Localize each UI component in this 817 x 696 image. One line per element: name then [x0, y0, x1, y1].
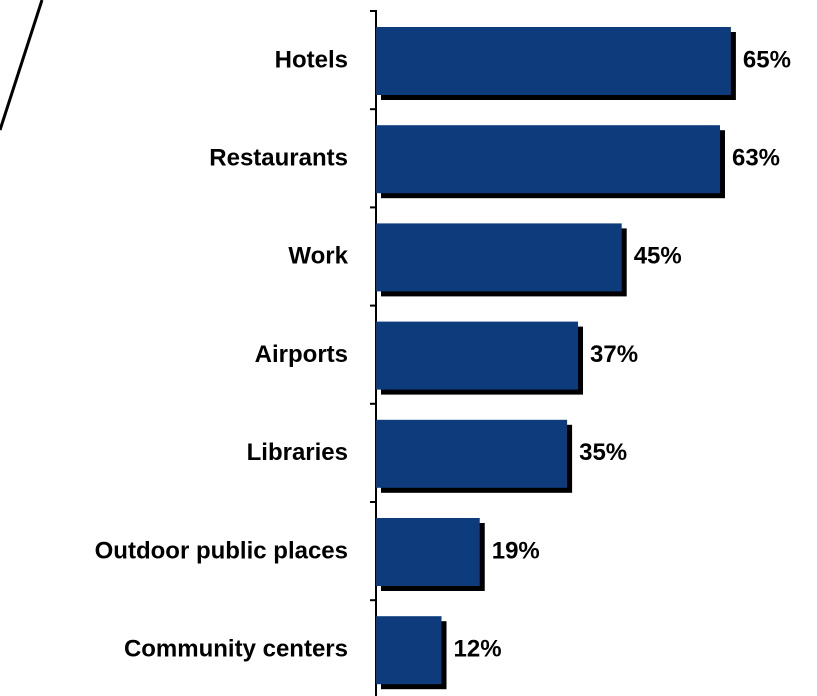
- value-label: 45%: [634, 243, 682, 270]
- bar: [376, 27, 731, 95]
- bar: [376, 125, 720, 194]
- y-tick-label: Airports: [255, 341, 348, 368]
- bar: [376, 321, 579, 390]
- value-label: 65%: [743, 46, 791, 73]
- y-tick-label: Hotels: [275, 46, 348, 73]
- bar: [376, 518, 480, 586]
- value-label: 19%: [492, 537, 540, 564]
- y-tick-label: Libraries: [247, 439, 348, 466]
- y-tick-label: Work: [288, 243, 348, 270]
- value-label: 12%: [454, 636, 502, 663]
- value-label: 35%: [579, 439, 627, 466]
- bar: [376, 616, 442, 685]
- y-tick-label: Outdoor public places: [95, 537, 348, 564]
- value-label: 63%: [732, 145, 780, 172]
- value-label: 37%: [590, 341, 638, 368]
- bar: [376, 419, 568, 488]
- bar: [376, 223, 622, 292]
- y-tick-label: Community centers: [124, 636, 348, 663]
- y-tick-label: Restaurants: [209, 145, 348, 172]
- decor-line: [0, 0, 44, 131]
